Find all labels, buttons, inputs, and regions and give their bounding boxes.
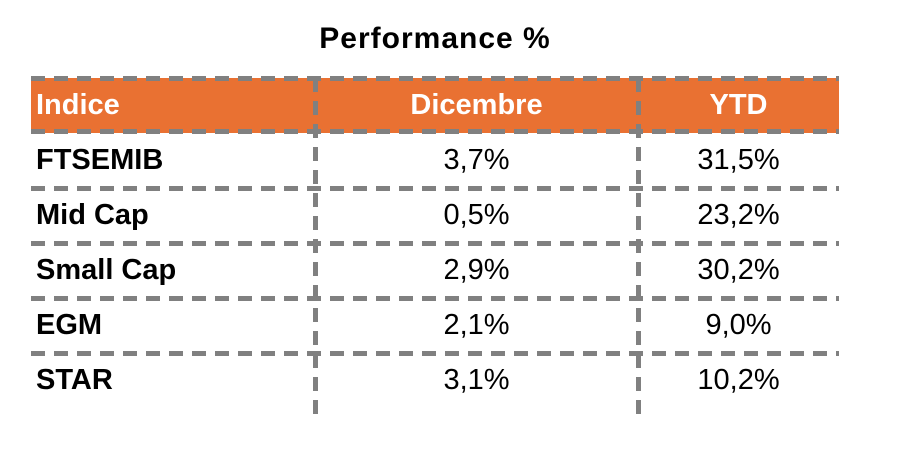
- header-bottom-border: [31, 129, 839, 134]
- ytd-value: 23,2%: [697, 199, 780, 231]
- table-top-border: [31, 76, 839, 81]
- row-label: EGM: [36, 309, 103, 341]
- ytd-value: 31,5%: [697, 144, 780, 176]
- row-label: FTSEMIB: [36, 144, 164, 176]
- dicembre-value: 2,9%: [443, 254, 510, 286]
- row-label: Small Cap: [36, 254, 177, 286]
- column-divider: [313, 78, 318, 416]
- dicembre-value: 0,5%: [443, 199, 510, 231]
- table-header-row: Indice Dicembre YTD: [31, 78, 839, 133]
- row-separator: [31, 186, 839, 191]
- table-row: EGM 2,1% 9,0%: [31, 298, 839, 353]
- dicembre-value: 2,1%: [443, 309, 510, 341]
- header-indice: Indice: [36, 89, 120, 121]
- table-row: STAR 3,1% 10,2%: [31, 353, 839, 408]
- ytd-value: 10,2%: [697, 364, 780, 396]
- table-row: Small Cap 2,9% 30,2%: [31, 243, 839, 298]
- row-label: STAR: [36, 364, 113, 396]
- dicembre-value: 3,1%: [443, 364, 510, 396]
- chart-title: Performance %: [319, 22, 551, 55]
- row-separator: [31, 241, 839, 246]
- header-dicembre: Dicembre: [410, 89, 543, 121]
- row-separator: [31, 351, 839, 356]
- dicembre-value: 3,7%: [443, 144, 510, 176]
- ytd-value: 30,2%: [697, 254, 780, 286]
- table-row: Mid Cap 0,5% 23,2%: [31, 188, 839, 243]
- ytd-value: 9,0%: [705, 309, 772, 341]
- row-separator: [31, 296, 839, 301]
- header-ytd: YTD: [709, 89, 768, 121]
- table-row: FTSEMIB 3,7% 31,5%: [31, 133, 839, 188]
- performance-table: Indice Dicembre YTD FTSEMIB 3,7% 31,5% M…: [31, 76, 839, 418]
- column-divider: [636, 78, 641, 416]
- row-label: Mid Cap: [36, 199, 149, 231]
